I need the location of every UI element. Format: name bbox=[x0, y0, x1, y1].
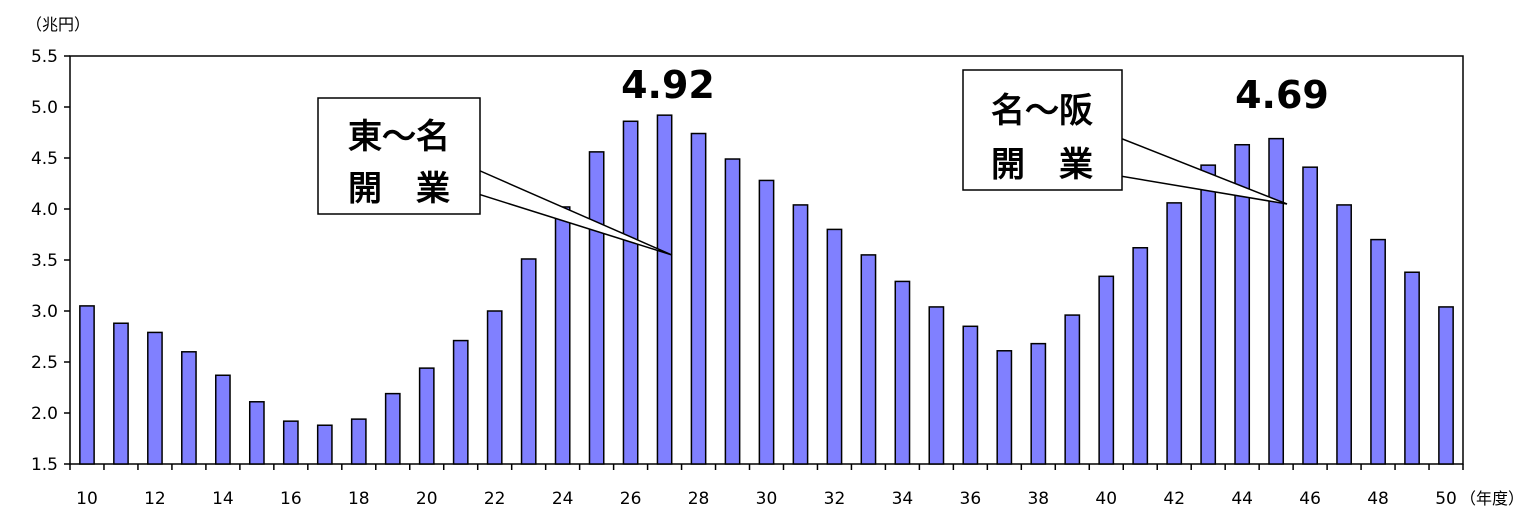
x-tick-label: 34 bbox=[892, 489, 914, 509]
x-tick-label: 12 bbox=[144, 489, 166, 509]
bar bbox=[1370, 238, 1386, 465]
bar bbox=[792, 204, 809, 465]
y-tick-label: 3.0 bbox=[31, 302, 58, 322]
y-unit-label: （兆円） bbox=[26, 15, 90, 34]
x-tick-label: 32 bbox=[824, 489, 846, 509]
x-tick-label: 44 bbox=[1231, 489, 1253, 509]
bar bbox=[1438, 306, 1454, 465]
y-axis: 1.5 2.0 2.5 3.0 3.5 4.0 4.5 5.0 5.5 bbox=[31, 47, 70, 475]
bars bbox=[79, 114, 1454, 465]
y-tick-label: 4.5 bbox=[31, 149, 58, 169]
bar bbox=[452, 339, 469, 465]
bar bbox=[418, 367, 435, 465]
bar bbox=[1302, 166, 1318, 465]
bar bbox=[350, 418, 367, 465]
callout-1-line-1: 東～名 bbox=[348, 117, 450, 157]
x-tick-label: 14 bbox=[212, 489, 234, 509]
x-tick-label: 50 bbox=[1435, 489, 1457, 509]
y-tick-label: 1.5 bbox=[31, 455, 58, 475]
bar bbox=[860, 254, 877, 465]
x-tick-label: 38 bbox=[1027, 489, 1049, 509]
bar bbox=[520, 258, 537, 465]
bar bbox=[384, 392, 401, 465]
y-tick-label: 2.5 bbox=[31, 353, 58, 373]
bar bbox=[113, 322, 129, 465]
x-tick-label: 22 bbox=[484, 489, 506, 509]
bar bbox=[690, 132, 707, 465]
bar bbox=[79, 305, 95, 465]
bar bbox=[1234, 143, 1251, 465]
y-tick-label: 4.0 bbox=[31, 200, 58, 220]
x-tick-label: 10 bbox=[76, 489, 98, 509]
x-tick-label: 18 bbox=[348, 489, 370, 509]
x-tick-label: 48 bbox=[1367, 489, 1389, 509]
peak-label-2: 4.69 bbox=[1235, 73, 1329, 117]
bar bbox=[1030, 342, 1047, 465]
bar bbox=[724, 158, 741, 465]
x-tick-label: 24 bbox=[552, 489, 574, 509]
x-tick-label: 16 bbox=[280, 489, 302, 509]
bar bbox=[1064, 314, 1081, 465]
callout-1-box bbox=[317, 97, 481, 215]
x-tick-label: 28 bbox=[688, 489, 710, 509]
callout-2-line-1: 名～阪 bbox=[991, 91, 1093, 131]
x-axis: 10 12 14 16 18 20 22 24 26 28 30 32 34 36 38 40 42 44 46 48… bbox=[69, 464, 1464, 509]
bar bbox=[1098, 275, 1115, 465]
y-tick-label: 2.0 bbox=[31, 404, 58, 424]
callout-2: 名～阪 開 業 bbox=[962, 69, 1288, 205]
x-tick-label: 36 bbox=[960, 489, 982, 509]
bar bbox=[1268, 137, 1285, 465]
bar bbox=[554, 206, 571, 465]
bar bbox=[1200, 164, 1217, 465]
bar bbox=[147, 331, 163, 465]
callout-2-line-2: 開 業 bbox=[991, 145, 1093, 185]
bar bbox=[316, 424, 333, 465]
y-tick-label: 3.5 bbox=[31, 251, 58, 271]
y-tick-label: 5.5 bbox=[31, 47, 58, 67]
bar bbox=[894, 280, 911, 465]
x-tick-label: 26 bbox=[620, 489, 642, 509]
bar bbox=[215, 374, 231, 465]
callout-1-pointer bbox=[477, 168, 673, 256]
bar bbox=[588, 151, 605, 465]
x-tick-label: 42 bbox=[1163, 489, 1185, 509]
bar bbox=[282, 420, 299, 465]
callout-2-box bbox=[962, 69, 1123, 191]
x-unit-label: （年度） bbox=[1460, 489, 1521, 508]
bar bbox=[758, 179, 775, 465]
bar bbox=[928, 306, 945, 465]
bar bbox=[622, 120, 639, 465]
bar bbox=[996, 350, 1013, 465]
bar bbox=[656, 114, 673, 465]
x-tick-label: 30 bbox=[756, 489, 778, 509]
bar bbox=[248, 401, 265, 465]
callout-1-line-2: 開 業 bbox=[348, 169, 450, 209]
x-tick-label: 46 bbox=[1299, 489, 1321, 509]
y-tick-label: 5.0 bbox=[31, 98, 58, 118]
peak-label-1: 4.92 bbox=[621, 63, 715, 107]
bar bbox=[826, 228, 843, 465]
bar bbox=[1132, 247, 1149, 465]
bar bbox=[1404, 271, 1420, 465]
bar bbox=[1166, 202, 1183, 465]
bar bbox=[1336, 204, 1352, 465]
x-tick-label: 20 bbox=[416, 489, 438, 509]
x-tick-label: 40 bbox=[1095, 489, 1117, 509]
bar bbox=[962, 325, 979, 465]
bar bbox=[181, 351, 197, 465]
bar bbox=[486, 310, 503, 465]
callout-1: 東～名 開 業 bbox=[317, 97, 673, 256]
